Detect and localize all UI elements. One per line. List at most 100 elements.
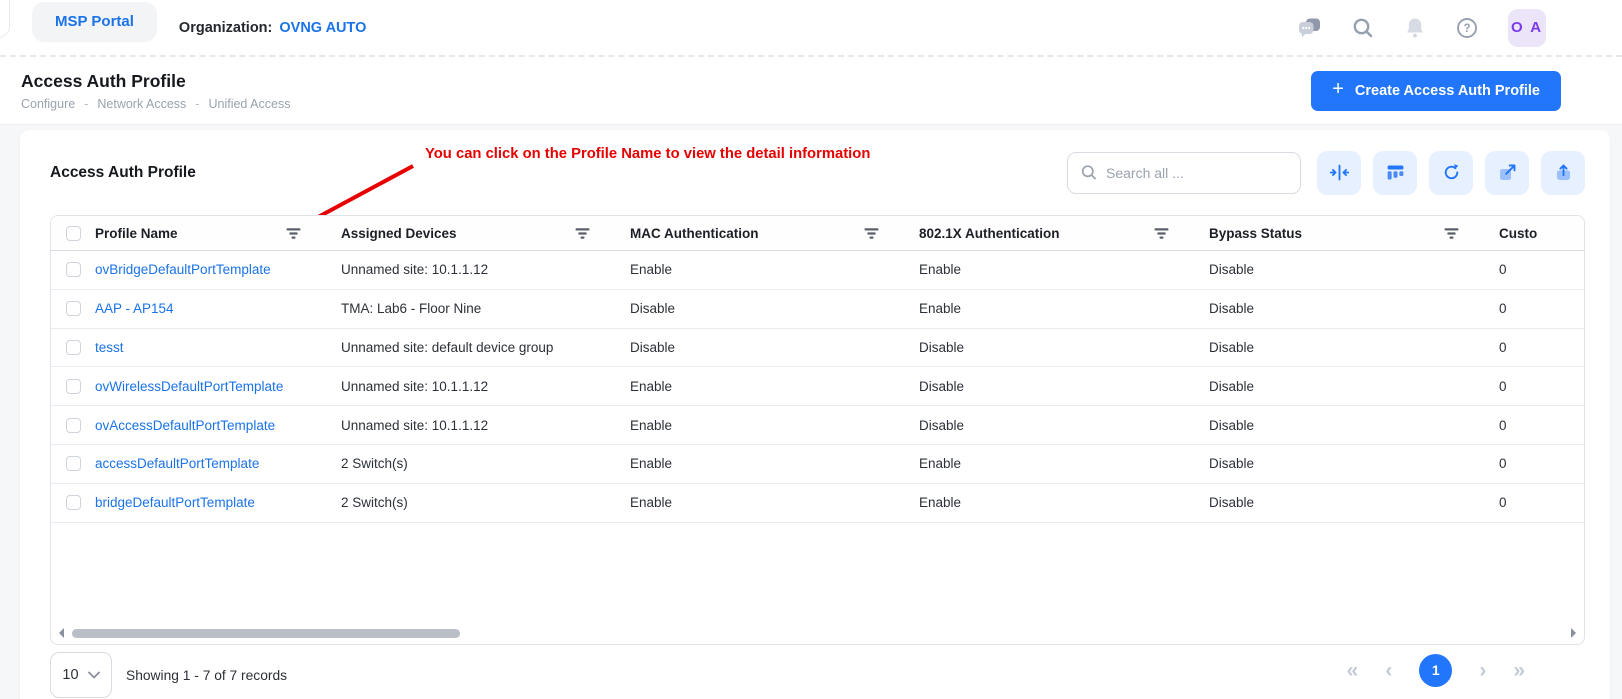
fit-columns-button[interactable] (1317, 150, 1361, 195)
mac-authentication-cell: Enable (630, 262, 673, 278)
chat-icon[interactable] (1297, 17, 1322, 39)
profile-name-link[interactable]: accessDefaultPortTemplate (95, 456, 260, 472)
breadcrumb-item[interactable]: Unified Access (208, 96, 291, 111)
breadcrumb-separator: - (195, 96, 200, 111)
page-size-select[interactable]: 10 (50, 652, 112, 698)
export-up-button[interactable] (1541, 150, 1585, 195)
select-all-checkbox[interactable] (65, 225, 81, 241)
bypass-status-cell: Disable (1209, 339, 1255, 355)
column-header[interactable]: Profile Name (95, 226, 341, 241)
profile-name-link[interactable]: tesst (95, 339, 124, 355)
column-label: MAC Authentication (630, 225, 759, 241)
card-header: Access Auth Profile You can click on the… (50, 130, 1585, 256)
row-checkbox[interactable] (65, 301, 81, 317)
breadcrumb: Configure - Network Access - Unified Access (21, 97, 290, 111)
assigned-devices-cell: 2 Switch(s) (341, 456, 408, 472)
dot1x-authentication-cell: Enable (919, 301, 962, 317)
annotation-text: You can click on the Profile Name to vie… (425, 146, 871, 162)
msp-portal-tab[interactable]: MSP Portal (32, 2, 157, 42)
bypass-status-cell: Disable (1209, 378, 1255, 394)
create-button-label: Create Access Auth Profile (1354, 82, 1540, 99)
row-checkbox[interactable] (65, 495, 81, 511)
scrollbar-thumb[interactable] (72, 628, 460, 638)
current-page-button[interactable]: 1 (1419, 653, 1453, 687)
column-label: 802.1X Authentication (919, 225, 1060, 241)
page-header: Access Auth Profile Configure - Network Ac… (0, 57, 1622, 125)
column-header[interactable]: MAC Authentication (630, 226, 919, 241)
table-row: AAP - AP154 TMA: Lab6 - Floor Nine Disable… (51, 290, 1584, 329)
breadcrumb-item[interactable]: Configure (21, 96, 76, 111)
row-checkbox[interactable] (65, 417, 81, 433)
records-summary: Showing 1 - 7 of 7 records (126, 667, 288, 683)
column-label: Profile Name (95, 225, 178, 241)
table-row: ovWirelessDefaultPortTemplate Unnamed sit… (51, 367, 1584, 407)
help-icon[interactable]: ? (1456, 17, 1478, 39)
open-external-icon (1499, 164, 1515, 180)
profile-name-link[interactable]: AAP - AP154 (95, 301, 174, 317)
row-checkbox-cell (51, 378, 95, 394)
mac-authentication-cell: Enable (630, 456, 673, 472)
profile-name-link[interactable]: ovBridgeDefaultPortTemplate (95, 262, 271, 278)
next-page-icon[interactable]: › (1479, 658, 1487, 682)
filter-icon[interactable] (864, 227, 879, 240)
svg-text:?: ? (1463, 23, 1470, 35)
scroll-right-arrow-icon[interactable] (1571, 628, 1576, 638)
mac-authentication-cell: Disable (630, 339, 676, 355)
column-label: Custo (1499, 225, 1538, 241)
dot1x-authentication-cell: Disable (919, 417, 965, 433)
table-header-row: Profile Name Assigned Devices MAC Authenti… (51, 216, 1584, 251)
column-header[interactable]: Bypass Status (1209, 226, 1499, 241)
plus-icon: + (1332, 78, 1344, 100)
page-title: Access Auth Profile (21, 70, 186, 91)
custom-count-cell: 0 (1499, 339, 1507, 355)
prev-page-icon[interactable]: ‹ (1385, 658, 1393, 682)
dot1x-authentication-cell: Disable (919, 378, 965, 394)
custom-count-cell: 0 (1499, 417, 1507, 433)
row-checkbox[interactable] (65, 262, 81, 278)
breadcrumb-item[interactable]: Network Access (97, 96, 187, 111)
organization-value[interactable]: OVNG AUTO (279, 19, 367, 36)
filter-icon[interactable] (1154, 227, 1169, 240)
row-checkbox-cell (51, 495, 95, 511)
dot1x-authentication-cell: Disable (919, 339, 965, 355)
table-columns-icon (1387, 165, 1403, 180)
row-checkbox[interactable] (65, 456, 81, 472)
table-footer: 10 Showing 1 - 7 of 7 records « ‹ 1 › » (50, 652, 1585, 698)
refresh-button[interactable] (1429, 150, 1473, 195)
select-all-cell (51, 225, 95, 241)
profiles-table: Profile Name Assigned Devices MAC Authenti… (50, 215, 1585, 645)
filter-icon[interactable] (286, 227, 301, 240)
avatar[interactable]: O A (1508, 8, 1546, 47)
assigned-devices-cell: Unnamed site: 10.1.1.12 (341, 417, 489, 433)
table-toolbar (1317, 150, 1585, 195)
create-access-auth-profile-button[interactable]: + Create Access Auth Profile (1311, 70, 1561, 111)
row-checkbox[interactable] (65, 339, 81, 355)
row-checkbox[interactable] (65, 378, 81, 394)
search-box (1067, 151, 1301, 194)
table-columns-button[interactable] (1373, 150, 1417, 195)
custom-count-cell: 0 (1499, 262, 1507, 278)
dot1x-authentication-cell: Enable (919, 495, 962, 511)
profile-name-link[interactable]: bridgeDefaultPortTemplate (95, 495, 255, 511)
column-header[interactable]: Custo (1499, 225, 1584, 241)
profile-name-link[interactable]: ovAccessDefaultPortTemplate (95, 417, 276, 433)
fit-columns-icon (1329, 164, 1349, 181)
dot1x-authentication-cell: Enable (919, 262, 962, 278)
bell-icon[interactable] (1404, 17, 1426, 39)
bypass-status-cell: Disable (1209, 417, 1255, 433)
column-label: Bypass Status (1209, 225, 1303, 241)
table-body: ovBridgeDefaultPortTemplate Unnamed site:… (51, 251, 1584, 523)
custom-count-cell: 0 (1499, 301, 1507, 317)
search-icon[interactable] (1352, 17, 1374, 39)
column-header[interactable]: 802.1X Authentication (919, 226, 1209, 241)
first-page-icon[interactable]: « (1346, 658, 1359, 682)
filter-icon[interactable] (575, 227, 590, 240)
last-page-icon[interactable]: » (1513, 658, 1525, 682)
column-header[interactable]: Assigned Devices (341, 226, 630, 241)
filter-icon[interactable] (1444, 227, 1459, 240)
open-external-button[interactable] (1485, 150, 1529, 195)
scroll-left-arrow-icon[interactable] (59, 628, 64, 638)
profile-name-link[interactable]: ovWirelessDefaultPortTemplate (95, 378, 284, 394)
search-input[interactable] (1106, 164, 1287, 181)
table-row: ovBridgeDefaultPortTemplate Unnamed site:… (51, 251, 1584, 290)
